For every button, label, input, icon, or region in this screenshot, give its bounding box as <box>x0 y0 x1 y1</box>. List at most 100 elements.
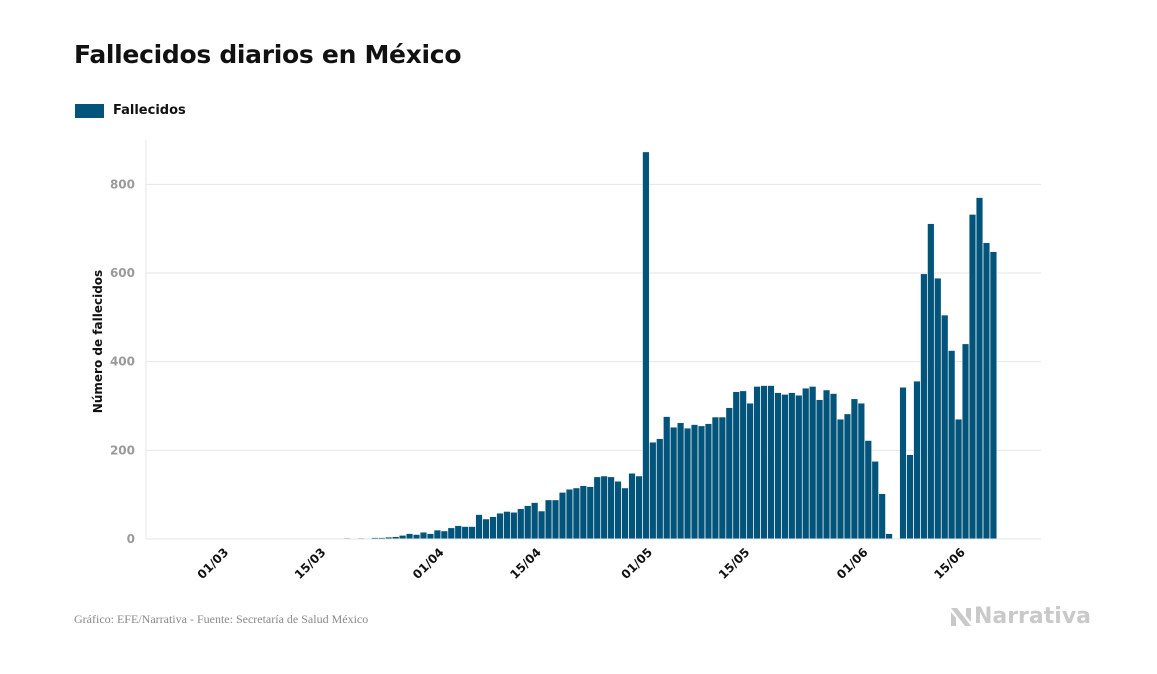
bar <box>899 387 907 540</box>
bar <box>927 223 935 540</box>
bar <box>482 518 490 540</box>
bar <box>809 386 817 540</box>
bar <box>781 394 789 540</box>
bar <box>795 395 803 540</box>
bar <box>989 251 997 540</box>
brand-name: Narrativa <box>973 604 1091 629</box>
x-tick-label: 01/03 <box>195 545 232 582</box>
bar <box>878 493 886 540</box>
bar <box>586 486 594 540</box>
bar <box>760 385 768 540</box>
bar <box>698 425 705 540</box>
legend: Fallecidos <box>75 103 186 118</box>
legend-swatch-fallecidos <box>75 103 104 118</box>
bar <box>670 427 678 540</box>
bar <box>572 487 580 540</box>
bar <box>552 499 559 540</box>
bar <box>468 526 476 540</box>
bar <box>857 403 865 540</box>
bar <box>399 535 407 540</box>
x-tick-label: 15/06 <box>931 545 968 582</box>
x-tick-label: 15/04 <box>507 545 544 582</box>
bar <box>704 423 712 540</box>
bar <box>774 392 782 540</box>
bar <box>684 427 692 540</box>
bar <box>614 481 622 540</box>
bar <box>982 242 990 540</box>
bar <box>732 391 740 540</box>
bar <box>426 533 434 540</box>
bar <box>593 476 601 540</box>
x-tick-label: 01/05 <box>619 545 656 582</box>
bar <box>565 489 573 540</box>
bar <box>628 473 636 540</box>
bar <box>663 416 671 540</box>
bar <box>753 386 761 540</box>
bar <box>517 508 525 540</box>
bar <box>739 390 747 540</box>
bar <box>649 442 657 540</box>
bar <box>621 487 629 540</box>
bar <box>864 440 872 540</box>
source-caption: Gráfico: EFE/Narrativa - Fuente: Secreta… <box>74 612 369 626</box>
y-axis-label: Número de fallecidos <box>91 270 105 413</box>
brand-logo: Narrativa <box>950 604 1091 629</box>
bar <box>454 525 462 540</box>
bar <box>579 485 587 540</box>
bar <box>503 511 511 540</box>
bar <box>816 399 824 540</box>
bar <box>531 502 539 540</box>
bar <box>920 273 928 540</box>
bar <box>941 314 949 540</box>
bar <box>837 419 844 540</box>
bar <box>420 532 427 540</box>
bar <box>489 516 497 540</box>
bar <box>691 424 698 540</box>
bar <box>802 388 810 540</box>
bar <box>871 461 879 540</box>
bar <box>934 278 942 540</box>
bar <box>447 527 455 540</box>
bar <box>475 514 483 540</box>
x-tick-label: 15/03 <box>292 545 329 582</box>
bar <box>962 343 970 540</box>
bar <box>545 499 553 540</box>
bar <box>788 392 796 540</box>
bar <box>433 529 441 540</box>
bar <box>510 512 518 540</box>
y-tick-label: 0 <box>127 532 135 546</box>
bar <box>559 492 566 540</box>
bar-series <box>343 151 997 540</box>
bar <box>969 214 976 540</box>
bar <box>955 419 963 540</box>
y-tick-label: 800 <box>110 177 135 191</box>
bar <box>767 385 775 540</box>
bar <box>711 416 719 540</box>
bar <box>725 407 733 540</box>
bar <box>885 533 893 540</box>
bar <box>823 389 831 540</box>
y-tick-label: 400 <box>110 355 135 369</box>
bar <box>906 454 914 540</box>
bar <box>413 534 420 540</box>
bar <box>830 393 837 540</box>
bar <box>440 530 448 540</box>
x-tick-label: 01/04 <box>410 545 447 582</box>
bar <box>524 505 532 540</box>
bar <box>976 197 983 540</box>
bar <box>913 380 921 540</box>
bar <box>642 151 650 540</box>
bar <box>538 510 546 540</box>
bar <box>746 403 754 540</box>
bar <box>843 413 851 540</box>
bar <box>850 398 858 540</box>
chart-title: Fallecidos diarios en México <box>74 40 462 69</box>
bar <box>948 350 956 540</box>
bar <box>600 475 608 540</box>
bar <box>635 475 643 540</box>
y-tick-label: 600 <box>110 266 135 280</box>
bar <box>406 533 414 540</box>
bar <box>677 422 685 540</box>
narrativa-logo-icon <box>950 607 971 626</box>
